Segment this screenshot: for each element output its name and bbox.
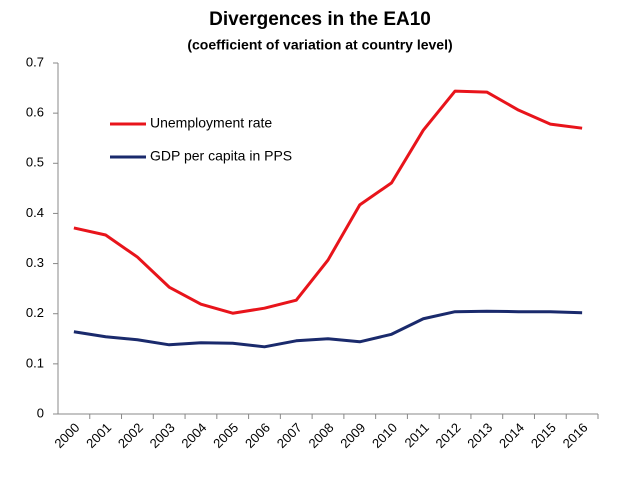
y-tick-label: 0.4 bbox=[26, 205, 44, 220]
y-tick-label: 0.6 bbox=[26, 105, 44, 120]
series-line bbox=[73, 89, 583, 315]
y-tick-label: 0.5 bbox=[26, 155, 44, 170]
x-tick-label: 2010 bbox=[369, 420, 400, 451]
y-tick-label: 0.7 bbox=[26, 54, 44, 69]
x-tick-label: 2015 bbox=[528, 420, 559, 451]
x-tick-label: 2011 bbox=[401, 420, 431, 450]
x-tick-label: 2006 bbox=[242, 420, 273, 451]
y-tick-label: 0.1 bbox=[26, 355, 44, 370]
chart-subtitle: (coefficient of variation at country lev… bbox=[187, 37, 452, 53]
x-tick-label: 2003 bbox=[147, 420, 178, 451]
y-tick-label: 0 bbox=[37, 405, 44, 420]
x-tick-label: 2013 bbox=[464, 420, 495, 451]
x-tick-label: 2005 bbox=[210, 420, 241, 451]
x-tick-label: 2009 bbox=[337, 420, 368, 451]
y-tick-label: 0.2 bbox=[26, 305, 44, 320]
chart-title: Divergences in the EA10 bbox=[209, 9, 431, 30]
legend-label: Unemployment rate bbox=[150, 115, 272, 131]
x-tick-label: 2001 bbox=[83, 420, 114, 451]
x-tick-label: 2012 bbox=[433, 420, 464, 451]
x-tick-label: 2007 bbox=[274, 420, 305, 451]
legend-label: GDP per capita in PPS bbox=[150, 148, 292, 164]
x-tick-label: 2004 bbox=[178, 420, 209, 451]
x-tick-label: 2014 bbox=[496, 420, 527, 451]
series-line bbox=[73, 309, 583, 349]
x-tick-label: 2000 bbox=[51, 420, 82, 451]
y-tick-label: 0.3 bbox=[26, 255, 44, 270]
x-tick-label: 2016 bbox=[560, 420, 591, 451]
x-tick-label: 2008 bbox=[305, 420, 336, 451]
x-tick-label: 2002 bbox=[115, 420, 146, 451]
